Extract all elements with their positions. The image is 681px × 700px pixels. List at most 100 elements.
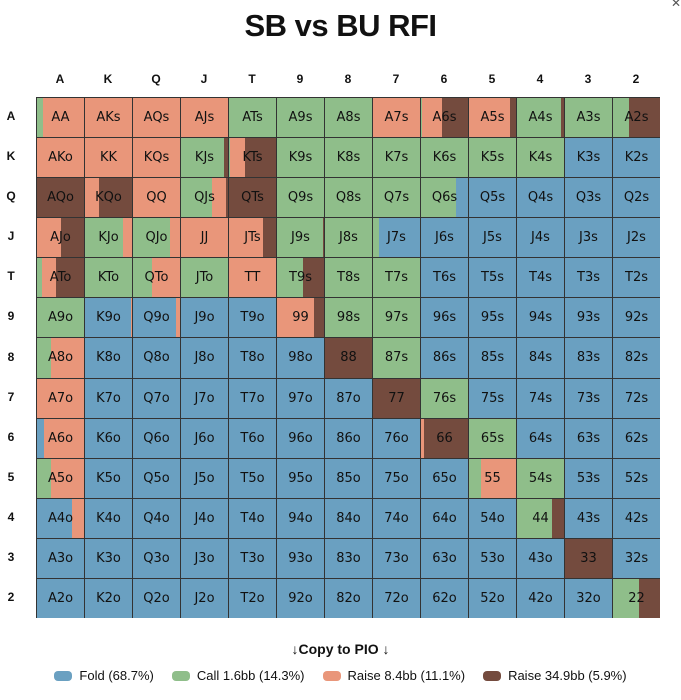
- hand-cell[interactable]: 86o: [325, 418, 372, 458]
- hand-cell[interactable]: 43s: [565, 498, 612, 538]
- hand-cell[interactable]: A4s: [517, 98, 564, 138]
- hand-cell[interactable]: A8s: [325, 98, 372, 138]
- hand-cell[interactable]: 63o: [421, 538, 468, 578]
- hand-cell[interactable]: AQs: [133, 98, 180, 138]
- hand-cell[interactable]: Q7s: [373, 178, 420, 218]
- hand-cell[interactable]: QJs: [181, 178, 228, 218]
- hand-cell[interactable]: Q3o: [133, 538, 180, 578]
- hand-cell[interactable]: Q8s: [325, 178, 372, 218]
- hand-cell[interactable]: 74s: [517, 378, 564, 418]
- hand-cell[interactable]: T5o: [229, 458, 276, 498]
- hand-cell[interactable]: AKs: [85, 98, 132, 138]
- hand-cell[interactable]: A8o: [37, 338, 84, 378]
- hand-cell[interactable]: 54o: [469, 498, 516, 538]
- hand-cell[interactable]: J8o: [181, 338, 228, 378]
- hand-cell[interactable]: K2s: [613, 138, 660, 178]
- hand-cell[interactable]: 64s: [517, 418, 564, 458]
- hand-cell[interactable]: 66: [421, 418, 468, 458]
- hand-cell[interactable]: 75o: [373, 458, 420, 498]
- hand-cell[interactable]: KJs: [181, 138, 228, 178]
- hand-cell[interactable]: J7s: [373, 218, 420, 258]
- hand-cell[interactable]: T3s: [565, 258, 612, 298]
- hand-cell[interactable]: T4o: [229, 498, 276, 538]
- hand-cell[interactable]: Q4s: [517, 178, 564, 218]
- hand-cell[interactable]: A2s: [613, 98, 660, 138]
- hand-cell[interactable]: J4o: [181, 498, 228, 538]
- hand-cell[interactable]: 76s: [421, 378, 468, 418]
- hand-cell[interactable]: 95o: [277, 458, 324, 498]
- hand-cell[interactable]: T6o: [229, 418, 276, 458]
- hand-cell[interactable]: T8o: [229, 338, 276, 378]
- hand-cell[interactable]: J9o: [181, 298, 228, 338]
- hand-cell[interactable]: A4o: [37, 498, 84, 538]
- hand-cell[interactable]: J4s: [517, 218, 564, 258]
- hand-cell[interactable]: AKo: [37, 138, 84, 178]
- hand-cell[interactable]: TT: [229, 258, 276, 298]
- hand-cell[interactable]: T2o: [229, 578, 276, 618]
- hand-cell[interactable]: Q6o: [133, 418, 180, 458]
- hand-cell[interactable]: Q2s: [613, 178, 660, 218]
- hand-cell[interactable]: 92s: [613, 298, 660, 338]
- hand-cell[interactable]: Q5s: [469, 178, 516, 218]
- hand-cell[interactable]: AQo: [37, 178, 84, 218]
- hand-cell[interactable]: Q9o: [133, 298, 180, 338]
- hand-cell[interactable]: T3o: [229, 538, 276, 578]
- hand-cell[interactable]: K7o: [85, 378, 132, 418]
- hand-cell[interactable]: 52o: [469, 578, 516, 618]
- hand-cell[interactable]: QJo: [133, 218, 180, 258]
- hand-cell[interactable]: 77: [373, 378, 420, 418]
- hand-cell[interactable]: 43o: [517, 538, 564, 578]
- hand-cell[interactable]: K3s: [565, 138, 612, 178]
- hand-cell[interactable]: K9s: [277, 138, 324, 178]
- hand-cell[interactable]: A9s: [277, 98, 324, 138]
- hand-cell[interactable]: 62s: [613, 418, 660, 458]
- hand-cell[interactable]: J6o: [181, 418, 228, 458]
- hand-cell[interactable]: 72o: [373, 578, 420, 618]
- hand-cell[interactable]: 95s: [469, 298, 516, 338]
- hand-cell[interactable]: KJo: [85, 218, 132, 258]
- hand-cell[interactable]: KTs: [229, 138, 276, 178]
- hand-cell[interactable]: 32o: [565, 578, 612, 618]
- hand-cell[interactable]: 99: [277, 298, 324, 338]
- hand-cell[interactable]: 85s: [469, 338, 516, 378]
- hand-cell[interactable]: JTs: [229, 218, 276, 258]
- hand-cell[interactable]: 65o: [421, 458, 468, 498]
- hand-cell[interactable]: 73o: [373, 538, 420, 578]
- hand-cell[interactable]: T6s: [421, 258, 468, 298]
- hand-cell[interactable]: K2o: [85, 578, 132, 618]
- hand-cell[interactable]: A2o: [37, 578, 84, 618]
- hand-cell[interactable]: Q8o: [133, 338, 180, 378]
- hand-cell[interactable]: 97s: [373, 298, 420, 338]
- hand-cell[interactable]: Q3s: [565, 178, 612, 218]
- hand-cell[interactable]: K9o: [85, 298, 132, 338]
- hand-cell[interactable]: T5s: [469, 258, 516, 298]
- hand-cell[interactable]: QTs: [229, 178, 276, 218]
- hand-cell[interactable]: 63s: [565, 418, 612, 458]
- hand-cell[interactable]: T8s: [325, 258, 372, 298]
- hand-cell[interactable]: K6s: [421, 138, 468, 178]
- hand-cell[interactable]: 85o: [325, 458, 372, 498]
- hand-cell[interactable]: QTo: [133, 258, 180, 298]
- copy-to-pio-button[interactable]: ↓Copy to PIO ↓: [291, 641, 390, 657]
- hand-cell[interactable]: 82o: [325, 578, 372, 618]
- hand-cell[interactable]: 52s: [613, 458, 660, 498]
- hand-cell[interactable]: K5s: [469, 138, 516, 178]
- hand-cell[interactable]: 94s: [517, 298, 564, 338]
- hand-cell[interactable]: 75s: [469, 378, 516, 418]
- hand-cell[interactable]: 54s: [517, 458, 564, 498]
- hand-cell[interactable]: J9s: [277, 218, 324, 258]
- hand-cell[interactable]: Q4o: [133, 498, 180, 538]
- hand-cell[interactable]: 65s: [469, 418, 516, 458]
- hand-cell[interactable]: K5o: [85, 458, 132, 498]
- hand-cell[interactable]: 64o: [421, 498, 468, 538]
- hand-cell[interactable]: KQs: [133, 138, 180, 178]
- hand-cell[interactable]: Q6s: [421, 178, 468, 218]
- hand-cell[interactable]: 42o: [517, 578, 564, 618]
- hand-cell[interactable]: Q2o: [133, 578, 180, 618]
- hand-cell[interactable]: K4s: [517, 138, 564, 178]
- hand-cell[interactable]: JJ: [181, 218, 228, 258]
- hand-cell[interactable]: K3o: [85, 538, 132, 578]
- hand-cell[interactable]: AJs: [181, 98, 228, 138]
- hand-cell[interactable]: 93o: [277, 538, 324, 578]
- hand-cell[interactable]: 98o: [277, 338, 324, 378]
